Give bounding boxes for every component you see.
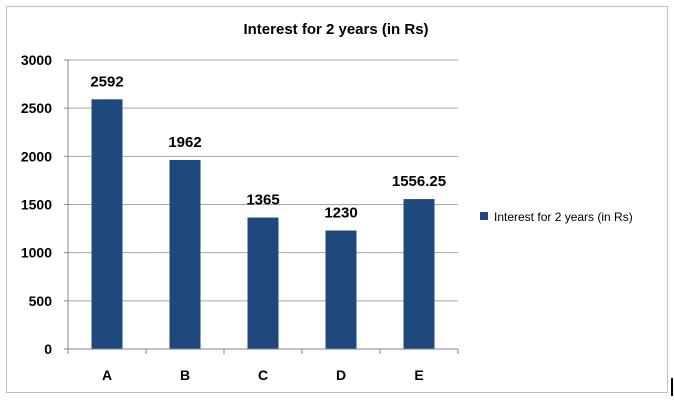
y-tick-label: 2000 — [21, 148, 52, 164]
bar-D — [325, 230, 357, 349]
bar-B — [169, 159, 201, 349]
x-tick-label: E — [414, 367, 423, 383]
y-tick-label: 3000 — [21, 52, 52, 68]
legend: Interest for 2 years (in Rs) — [480, 210, 633, 224]
legend-label: Interest for 2 years (in Rs) — [494, 210, 633, 224]
x-tick-label: C — [258, 367, 268, 383]
x-tick-label: A — [102, 367, 112, 383]
x-tick-label: B — [180, 367, 190, 383]
y-tick-label: 0 — [44, 341, 52, 357]
data-label: 1962 — [168, 134, 201, 151]
bar-A — [91, 99, 123, 349]
bar-E — [403, 199, 435, 349]
text-cursor — [671, 378, 673, 396]
data-label: 1230 — [324, 205, 357, 222]
axes — [64, 59, 459, 354]
data-label: 1556.25 — [392, 173, 446, 190]
legend-swatch — [480, 212, 488, 220]
labels: 0 500 1000 1500 2000 2500 3000 2592 A 1962 B 1365 C 1… — [21, 52, 446, 383]
chart-title: Interest for 2 years (in Rs) — [243, 21, 428, 38]
y-tick-label: 500 — [29, 293, 53, 309]
gridlines — [68, 59, 458, 302]
y-tick-label: 1000 — [21, 245, 52, 261]
y-tick-label: 2500 — [21, 100, 52, 116]
bars — [91, 99, 435, 349]
bar-C — [247, 217, 279, 349]
x-tick-label: D — [336, 367, 346, 383]
data-label: 2592 — [90, 73, 123, 90]
y-tick-label: 1500 — [21, 197, 52, 213]
data-label: 1365 — [246, 192, 279, 209]
